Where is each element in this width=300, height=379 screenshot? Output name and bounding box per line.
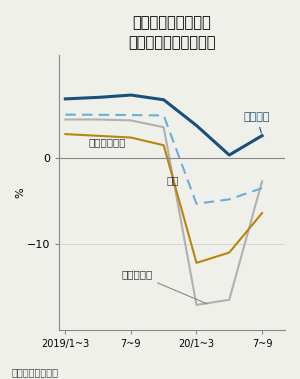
Text: マレーシア: マレーシア [121, 269, 207, 304]
Y-axis label: %: % [15, 187, 25, 198]
Text: ベトナム: ベトナム [244, 112, 270, 133]
Text: インドネシア: インドネシア [88, 137, 126, 147]
Title: 東南アジア主要国で
ベトナムはプラス成長: 東南アジア主要国で ベトナムはプラス成長 [128, 15, 216, 50]
Text: （注）前年同期比: （注）前年同期比 [12, 367, 59, 377]
Text: タイ: タイ [167, 175, 179, 185]
